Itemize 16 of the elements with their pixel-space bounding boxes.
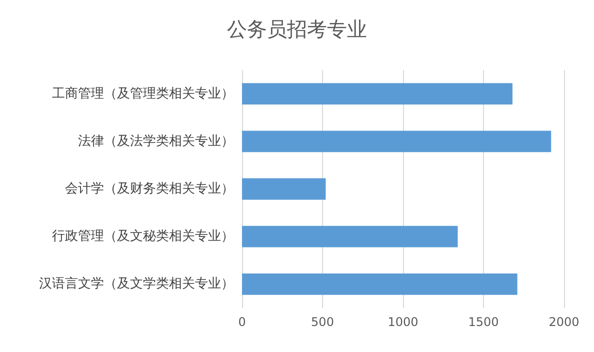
bar — [242, 83, 512, 105]
x-tick-label: 500 — [311, 315, 334, 329]
x-tick-label: 0 — [238, 315, 246, 329]
chart-title: 公务员招考专业 — [227, 17, 367, 41]
y-tick-label: 行政管理（及文秘类相关专业） — [52, 229, 234, 244]
x-tick-label: 1000 — [388, 315, 418, 329]
y-tick-label: 汉语言文学（及文学类相关专业） — [39, 276, 234, 292]
x-tick-label: 2000 — [548, 315, 580, 329]
x-tick-label: 1500 — [468, 315, 499, 329]
bar — [242, 130, 552, 152]
bar — [242, 226, 458, 248]
y-tick-label: 会计学（及财务类相关专业） — [65, 182, 234, 196]
bar — [242, 273, 518, 295]
bar — [242, 178, 326, 200]
y-tick-label: 法律（及法学类相关专业） — [78, 134, 234, 149]
y-tick-label: 工商管理（及管理类相关专业） — [52, 86, 234, 102]
